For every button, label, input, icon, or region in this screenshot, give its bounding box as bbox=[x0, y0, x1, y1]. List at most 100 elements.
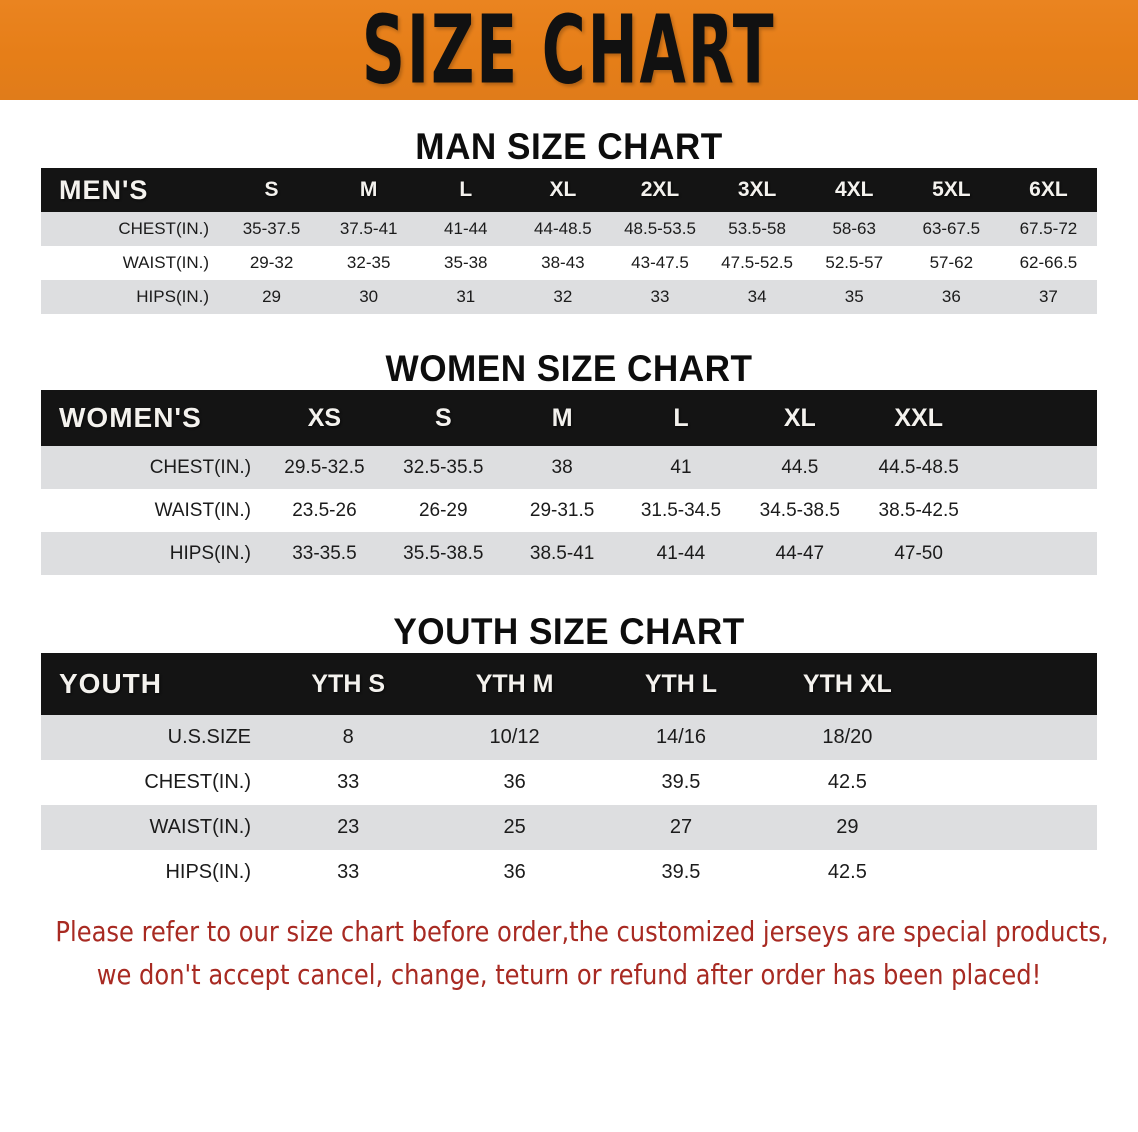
man-table-body: CHEST(IN.) 35-37.5 37.5-41 41-44 44-48.5 48.5… bbox=[41, 212, 1097, 314]
women-column-header: XXL bbox=[894, 403, 943, 432]
man-measurement-cell: 32 bbox=[553, 287, 573, 306]
women-measurement-cell bbox=[978, 489, 1097, 532]
man-measurement-cell: 58-63 bbox=[832, 219, 876, 238]
youth-measurement-cell: 23 bbox=[337, 816, 360, 838]
women-measurement-cell: 34.5-38.5 bbox=[759, 499, 840, 521]
man-column-header: 2XL bbox=[640, 178, 680, 201]
banner-title: SIZE CHART bbox=[362, 0, 776, 106]
youth-measurement-cell: 29 bbox=[836, 816, 859, 838]
man-measurement-cell: 53.5-58 bbox=[728, 219, 786, 238]
man-row-label: CHEST(IN.) bbox=[118, 219, 209, 238]
youth-measurement-cell: 33 bbox=[337, 861, 360, 883]
man-table-header: MEN'S S M L XL 2XL 3XL 4XL 5XL 6XL bbox=[41, 168, 1097, 212]
women-measurement-cell: 44.5-48.5 bbox=[878, 456, 959, 478]
man-measurement-cell: 35-37.5 bbox=[242, 219, 301, 238]
man-size-table: MEN'S S M L XL 2XL 3XL 4XL 5XL 6XL CHEST(IN.) 35-3… bbox=[41, 168, 1097, 314]
man-column-header: XL bbox=[549, 178, 577, 201]
youth-measurement-cell: 8 bbox=[342, 726, 354, 748]
women-measurement-cell: 38.5-41 bbox=[529, 542, 595, 564]
man-measurement-cell: 32-35 bbox=[346, 253, 391, 272]
women-column-header: S bbox=[434, 403, 452, 432]
man-column-header: 3XL bbox=[737, 178, 777, 201]
youth-row-label: WAIST(IN.) bbox=[149, 816, 251, 838]
youth-table-header: YOUTH YTH S YTH M YTH L YTH XL bbox=[41, 653, 1097, 715]
women-measurement-cell: 38.5-42.5 bbox=[878, 499, 959, 521]
man-column-header: 5XL bbox=[932, 178, 971, 201]
man-measurement-cell: 67.5-72 bbox=[1019, 219, 1078, 238]
youth-chart-wrapper: YOUTH YTH S YTH M YTH L YTH XL U.S.SIZE 8 10/1… bbox=[41, 653, 1097, 895]
youth-table-row: HIPS(IN.) 33 36 39.5 42.5 bbox=[41, 850, 1097, 895]
women-chart-wrapper: WOMEN'S XS S M L XL XXL CHEST(IN.) 29.5-32.5 32.… bbox=[41, 390, 1097, 575]
man-measurement-cell: 38-43 bbox=[541, 253, 585, 272]
man-column-header: 4XL bbox=[834, 178, 874, 201]
disclaimer-line-1: Please refer to our size chart before or… bbox=[55, 915, 1109, 948]
women-column-header bbox=[978, 390, 1097, 446]
youth-section-title: YOUTH SIZE CHART bbox=[393, 611, 745, 652]
man-table-row: WAIST(IN.) 29-32 32-35 35-38 38-43 43-47.5 47.… bbox=[41, 246, 1097, 280]
man-measurement-cell: 52.5-57 bbox=[825, 253, 884, 272]
women-row-label: HIPS(IN.) bbox=[169, 542, 252, 564]
man-measurement-cell: 33 bbox=[650, 287, 670, 306]
women-measurement-cell: 32.5-35.5 bbox=[403, 456, 484, 478]
youth-measurement-cell: 18/20 bbox=[822, 726, 873, 748]
man-measurement-cell: 37 bbox=[1038, 287, 1058, 306]
youth-measurement-cell bbox=[931, 850, 1097, 895]
women-size-table: WOMEN'S XS S M L XL XXL CHEST(IN.) 29.5-32.5 32.… bbox=[41, 390, 1097, 575]
youth-column-header: YTH L bbox=[644, 669, 718, 698]
man-measurement-cell: 57-62 bbox=[929, 253, 974, 272]
man-measurement-cell: 63-67.5 bbox=[922, 219, 981, 238]
women-measurement-cell bbox=[978, 446, 1097, 489]
man-column-header: M bbox=[359, 178, 378, 201]
women-table-row: WAIST(IN.) 23.5-26 26-29 29-31.5 31.5-34.5 34… bbox=[41, 489, 1097, 532]
women-measurement-cell: 47-50 bbox=[894, 542, 943, 564]
youth-column-header: YTH S bbox=[311, 669, 385, 698]
youth-column-header bbox=[931, 653, 1097, 715]
women-measurement-cell: 33-35.5 bbox=[292, 542, 357, 564]
size-chart-banner: SIZE CHART bbox=[0, 0, 1138, 100]
youth-table-row: CHEST(IN.) 33 36 39.5 42.5 bbox=[41, 760, 1097, 805]
women-measurement-cell: 31.5-34.5 bbox=[640, 499, 722, 521]
women-column-header: M bbox=[551, 403, 573, 432]
women-measurement-cell: 29.5-32.5 bbox=[284, 456, 365, 478]
women-header-row: WOMEN'S XS S M L XL XXL bbox=[41, 390, 1097, 446]
man-measurement-cell: 35 bbox=[844, 287, 864, 306]
women-measurement-cell: 29-31.5 bbox=[529, 499, 595, 521]
youth-measurement-cell: 10/12 bbox=[489, 726, 540, 748]
women-column-header: XS bbox=[307, 403, 342, 432]
man-header-row: MEN'S S M L XL 2XL 3XL 4XL 5XL 6XL bbox=[41, 168, 1097, 212]
youth-header-row: YOUTH YTH S YTH M YTH L YTH XL bbox=[41, 653, 1097, 715]
women-table-row: CHEST(IN.) 29.5-32.5 32.5-35.5 38 41 44.5 44.5… bbox=[41, 446, 1097, 489]
man-measurement-cell: 44-48.5 bbox=[534, 219, 592, 238]
man-measurement-cell: 62-66.5 bbox=[1019, 253, 1078, 272]
women-measurement-cell bbox=[978, 532, 1097, 575]
youth-measurement-cell bbox=[931, 760, 1097, 805]
youth-row-label: HIPS(IN.) bbox=[165, 861, 251, 883]
youth-measurement-cell: 39.5 bbox=[661, 771, 701, 793]
youth-measurement-cell: 36 bbox=[503, 861, 526, 883]
youth-column-header: YTH M bbox=[475, 669, 554, 698]
youth-table-row: WAIST(IN.) 23 25 27 29 bbox=[41, 805, 1097, 850]
women-measurement-cell: 41 bbox=[670, 456, 692, 478]
women-table-header-label: WOMEN'S bbox=[59, 402, 202, 433]
women-measurement-cell: 44.5 bbox=[781, 456, 819, 478]
youth-row-label: CHEST(IN.) bbox=[144, 771, 251, 793]
youth-measurement-cell: 42.5 bbox=[827, 861, 867, 883]
women-column-header: XL bbox=[783, 403, 816, 432]
man-column-header: 6XL bbox=[1029, 178, 1068, 201]
order-policy-disclaimer: Please refer to our size chart before or… bbox=[55, 911, 1109, 996]
man-measurement-cell: 31 bbox=[456, 287, 476, 306]
women-measurement-cell: 41-44 bbox=[656, 542, 706, 564]
youth-measurement-cell: 27 bbox=[669, 816, 693, 838]
youth-measurement-cell bbox=[931, 805, 1097, 850]
women-row-label: WAIST(IN.) bbox=[154, 499, 252, 521]
women-measurement-cell: 38 bbox=[551, 456, 573, 478]
women-section-title: WOMEN SIZE CHART bbox=[385, 348, 753, 389]
man-measurement-cell: 43-47.5 bbox=[631, 253, 689, 272]
man-measurement-cell: 47.5-52.5 bbox=[721, 253, 794, 272]
youth-measurement-cell: 36 bbox=[503, 771, 526, 793]
man-measurement-cell: 29 bbox=[262, 287, 282, 306]
youth-measurement-cell: 42.5 bbox=[827, 771, 867, 793]
women-table-body: CHEST(IN.) 29.5-32.5 32.5-35.5 38 41 44.5 44.5… bbox=[41, 446, 1097, 575]
women-table-row: HIPS(IN.) 33-35.5 35.5-38.5 38.5-41 41-44 44-… bbox=[41, 532, 1097, 575]
youth-measurement-cell: 39.5 bbox=[661, 861, 701, 883]
